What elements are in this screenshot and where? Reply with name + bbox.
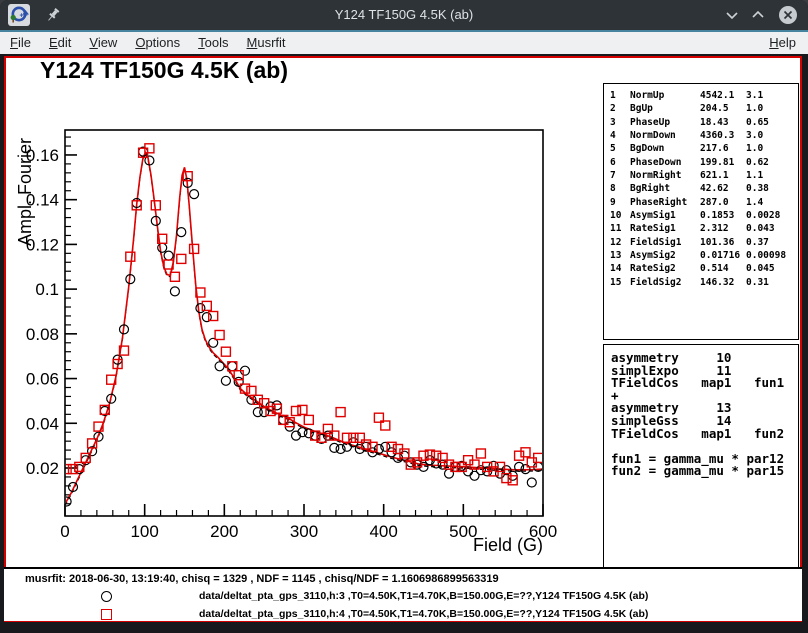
info-pad[interactable]: musrfit: 2018-06-30, 13:19:40, chisq = 1…	[4, 567, 802, 621]
menubar: FileEditViewOptionsToolsMusrfit Help	[0, 32, 808, 54]
application-window: ++ Y124 TF150G 4.5K (ab)	[0, 0, 808, 633]
legend-label: data/deltat_pta_gps_3110,h:4 ,T0=4.50K,T…	[199, 608, 648, 620]
menu-item-edit[interactable]: Edit	[40, 32, 80, 54]
menu-item-view[interactable]: View	[80, 32, 126, 54]
param-row: 11RateSig12.3120.043	[604, 222, 798, 235]
fit-parameter-box[interactable]: 1NormUp4542.13.12BgUp204.51.03PhaseUp18.…	[603, 83, 799, 340]
window-title: Y124 TF150G 4.5K (ab)	[0, 7, 808, 22]
close-button[interactable]	[778, 5, 798, 25]
param-row: 10AsymSig10.18530.0028	[604, 209, 798, 222]
param-row: 9PhaseRight287.01.4	[604, 196, 798, 209]
legend-row: data/deltat_pta_gps_3110,h:4 ,T0=4.50K,T…	[4, 608, 802, 622]
menu-item-tools[interactable]: Tools	[189, 32, 237, 54]
param-row: 1NormUp4542.13.1	[604, 89, 798, 102]
param-row: 14RateSig20.5140.045	[604, 262, 798, 275]
param-row: 4NormDown4360.33.0	[604, 129, 798, 142]
param-row: 8BgRight42.620.38	[604, 182, 798, 195]
param-row: 7NormRight621.11.1	[604, 169, 798, 182]
param-row: 12FieldSig1101.360.37	[604, 236, 798, 249]
param-row: 3PhaseUp18.430.65	[604, 116, 798, 129]
legend-marker-square	[101, 609, 112, 620]
param-row: 13AsymSig20.017160.00098	[604, 249, 798, 262]
legend-row: data/deltat_pta_gps_3110,h:3 ,T0=4.50K,T…	[4, 590, 802, 604]
theory-box[interactable]: asymmetry 10 simplExpo 11 TFieldCos map1…	[603, 344, 799, 569]
titlebar: ++ Y124 TF150G 4.5K (ab)	[0, 0, 808, 30]
param-row: 15FieldSig2146.320.31	[604, 276, 798, 289]
menu-item-musrfit[interactable]: Musrfit	[238, 32, 295, 54]
menu-item-help[interactable]: Help	[763, 32, 802, 54]
param-row: 6PhaseDown199.810.62	[604, 156, 798, 169]
fit-stats-line: musrfit: 2018-06-30, 13:19:40, chisq = 1…	[25, 573, 499, 585]
menu-item-file[interactable]: File	[0, 32, 40, 54]
theory-text: asymmetry 10 simplExpo 11 TFieldCos map1…	[604, 345, 798, 478]
param-row: 2BgUp204.51.0	[604, 102, 798, 115]
legend-label: data/deltat_pta_gps_3110,h:3 ,T0=4.50K,T…	[199, 590, 648, 602]
param-row: 5BgDown217.61.0	[604, 142, 798, 155]
menu-item-options[interactable]: Options	[126, 32, 189, 54]
legend-marker-circle	[101, 591, 112, 602]
maximize-button[interactable]	[748, 5, 768, 25]
minimize-button[interactable]	[722, 5, 742, 25]
